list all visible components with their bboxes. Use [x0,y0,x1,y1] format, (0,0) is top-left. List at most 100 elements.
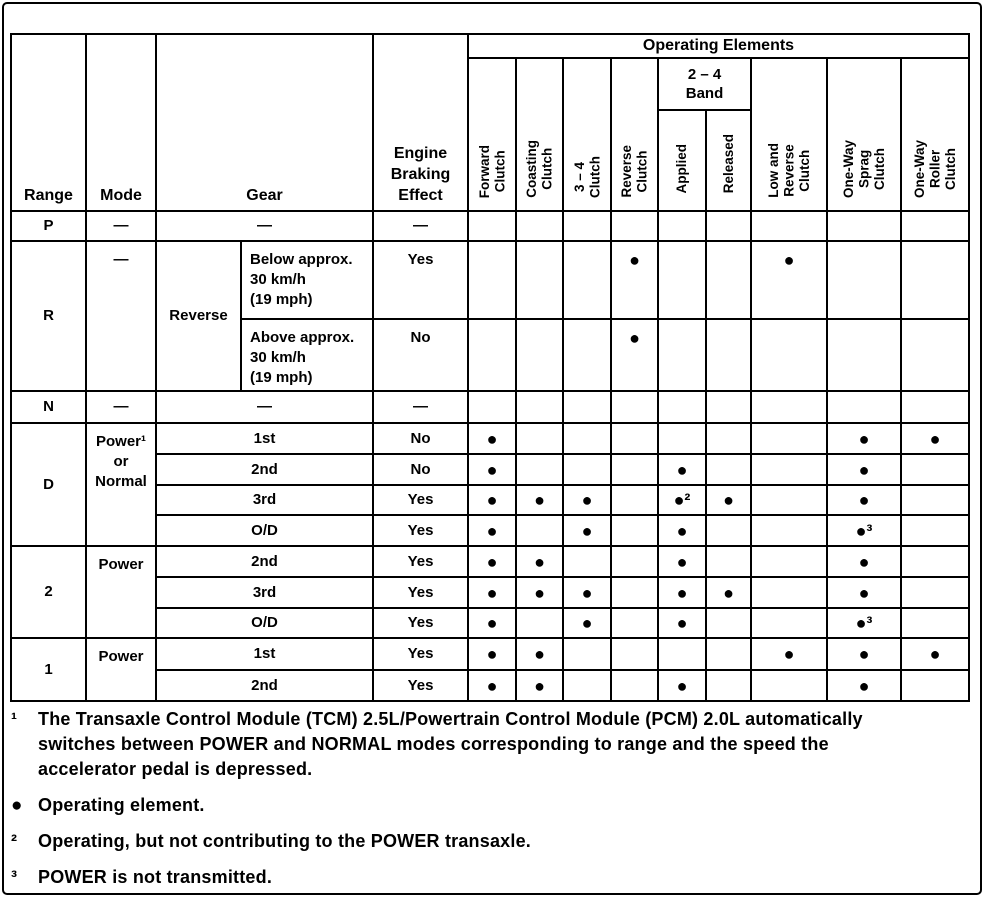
range-cell: D [10,422,87,547]
empty-dot-cell [900,669,970,702]
empty-dot-cell [657,210,707,242]
empty-dot-cell [515,453,564,486]
empty-dot-cell [610,484,659,516]
footnote: ¹ The Transaxle Control Module (TCM) 2.5L… [11,707,967,782]
gear-condition-cell: Above approx. 30 km/h (19 mph) [240,318,374,392]
col-header-one-way-roller-clutch: One-Way Roller Clutch [900,57,970,212]
operating-element-dot: ● [657,514,707,547]
empty-dot-cell [900,240,970,320]
table-row: D Power¹ or Normal 1st No ● ● ● [10,422,970,547]
col-header-low-and-reverse-clutch: Low and Reverse Clutch [750,57,828,212]
engine-braking-cell: Yes [372,637,469,671]
operating-element-dot: ● [515,484,564,516]
empty-dot-cell [705,390,752,424]
empty-dot-cell [900,484,970,516]
empty-dot-cell [657,422,707,455]
empty-dot-cell [467,210,517,242]
col-header-range: Range [10,33,87,212]
table-row: 2nd No ● ● ● [11,453,970,486]
gear-cell: Reverse [155,240,242,392]
table-row: O/D Yes ● ● ● ●³ [11,514,970,547]
empty-dot-cell [705,637,752,671]
empty-dot-cell [657,318,707,392]
engine-braking-cell: Yes [372,514,469,547]
gear-cell: 3rd [155,484,374,516]
footnotes: ¹ The Transaxle Control Module (TCM) 2.5L… [11,707,967,897]
operating-element-dot: ● [467,637,517,671]
empty-dot-cell [657,637,707,671]
empty-dot-cell [610,453,659,486]
operating-element-dot: ● [657,607,707,639]
empty-dot-cell [515,318,564,392]
empty-dot-cell [610,545,659,578]
empty-dot-cell [467,318,517,392]
mode-cell: Power¹ or Normal [85,422,157,547]
operating-element-dot: ● [657,669,707,702]
empty-dot-cell [562,318,612,392]
table-row: P — — — [10,210,970,242]
empty-dot-cell [562,637,612,671]
rotated-label: Applied [674,143,690,194]
empty-dot-cell [610,669,659,702]
table-row: 3rd Yes ● ● ● ●² ● ● [11,484,970,516]
operating-elements-group-header: Operating Elements [467,33,970,59]
operating-element-dot: ● [562,484,612,516]
mode-cell: — [85,240,157,392]
empty-dot-cell [750,607,828,639]
operating-element-dot: ●³ [826,514,902,547]
operating-element-dot: ● [900,422,970,455]
footnote-text: Operating element. [38,795,205,815]
operating-element-dot: ● [467,514,517,547]
empty-dot-cell [750,576,828,609]
engine-braking-cell: No [372,453,469,486]
table-row: 1 Power 1st Yes ● ● ● ● ● [10,637,970,702]
operating-element-dot: ● [900,637,970,671]
operating-element-dot: ● [467,453,517,486]
range-cell: 1 [10,637,87,702]
empty-dot-cell [515,240,564,320]
empty-dot-cell [750,669,828,702]
empty-dot-cell [826,390,902,424]
empty-dot-cell [515,390,564,424]
engine-braking-cell: Yes [372,607,469,639]
operating-element-dot: ● [826,484,902,516]
rotated-label: Released [720,133,736,193]
col-header-gear: Gear [155,33,374,212]
table-row: N — — — [10,390,970,424]
empty-dot-cell [705,318,752,392]
gear-cell: 3rd [155,576,374,609]
operating-element-dot: ● [657,576,707,609]
operating-element-dot: ● [750,240,828,320]
rotated-label: One-Way Roller Clutch [911,139,958,198]
operating-element-dot: ● [515,637,564,671]
col-header-one-way-sprag-clutch: One-Way Sprag Clutch [826,57,902,212]
footnote: ² Operating, but not contributing to the … [11,829,967,854]
operating-element-dot: ● [515,576,564,609]
engine-braking-cell: No [372,422,469,455]
empty-dot-cell [610,390,659,424]
empty-dot-cell [562,210,612,242]
operating-element-dot: ● [826,422,902,455]
footnote-marker: ² [11,831,17,851]
empty-dot-cell [900,390,970,424]
gear-cell: 1st [155,637,374,671]
empty-dot-cell [900,576,970,609]
empty-dot-cell [826,318,902,392]
header-row-elements: Forward Clutch Coasting Clutch 3 – 4 Clu… [11,57,970,212]
empty-dot-cell [900,607,970,639]
table-body: P — — — R — Reverse Below approx. 30 km/h (19 m… [10,210,970,702]
engine-braking-cell: Yes [372,576,469,609]
mode-cell: — [85,390,157,424]
engine-braking-cell: Yes [372,240,469,320]
col-header-engine-braking-effect: Engine Braking Effect [372,33,469,212]
range-cell: P [10,210,87,242]
range-cell: 2 [10,545,87,639]
empty-dot-cell [562,453,612,486]
col-header-band-released: Released [705,109,752,212]
empty-dot-cell [900,514,970,547]
empty-dot-cell [750,422,828,455]
empty-dot-cell [562,545,612,578]
empty-dot-cell [750,484,828,516]
gear-cell: 1st [155,422,374,455]
